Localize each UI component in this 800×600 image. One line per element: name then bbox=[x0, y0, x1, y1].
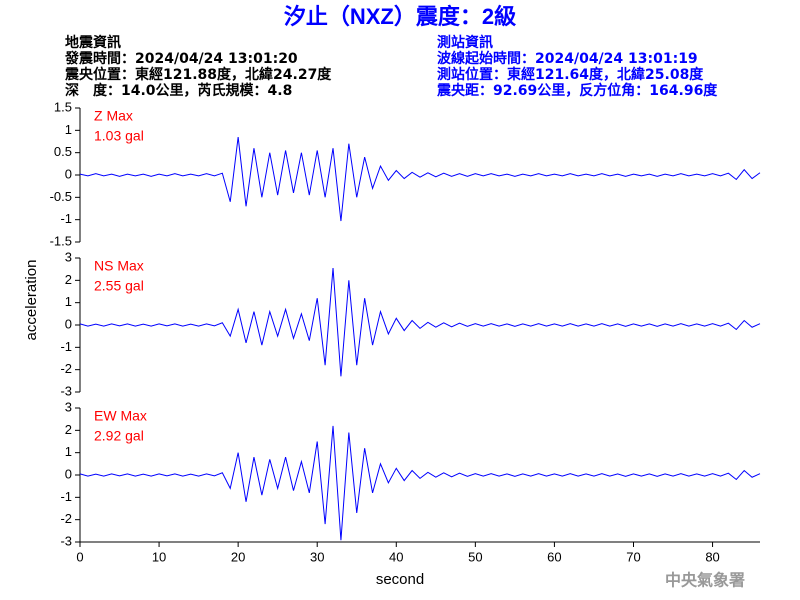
y-tick-label: -2 bbox=[60, 361, 72, 376]
max-annotation: NS Max bbox=[94, 258, 144, 274]
max-annotation: 2.55 gal bbox=[94, 278, 144, 294]
x-tick-label: 0 bbox=[76, 549, 83, 564]
footer: 中央氣象署 bbox=[665, 571, 745, 590]
x-tick-label: 20 bbox=[231, 549, 245, 564]
y-tick-label: 0.5 bbox=[54, 144, 72, 159]
y-tick-label: -2 bbox=[60, 511, 72, 526]
x-tick-label: 40 bbox=[389, 549, 403, 564]
x-tick-label: 50 bbox=[468, 549, 482, 564]
x-tick-label: 10 bbox=[152, 549, 166, 564]
y-tick-label: 1 bbox=[65, 444, 72, 459]
max-annotation: EW Max bbox=[94, 408, 147, 424]
y-tick-label: 0 bbox=[65, 166, 72, 181]
waveform bbox=[79, 136, 761, 222]
y-tick-label: -3 bbox=[60, 533, 72, 548]
info-line: 測站位置：東經121.64度，北緯25.08度 bbox=[437, 66, 704, 83]
x-tick-label: 80 bbox=[705, 549, 719, 564]
x-tick-label: 70 bbox=[626, 549, 640, 564]
y-tick-label: 3 bbox=[65, 399, 72, 414]
info-line: 波線起始時間：2024/04/24 13:01:19 bbox=[437, 50, 698, 67]
y-tick-label: -1 bbox=[60, 211, 72, 226]
x-tick-label: 60 bbox=[547, 549, 561, 564]
max-annotation: 1.03 gal bbox=[94, 128, 144, 144]
y-axis-label: acceleration bbox=[23, 260, 40, 341]
y-tick-label: 2 bbox=[65, 272, 72, 287]
info-line: 地震資訊 bbox=[65, 34, 121, 51]
y-tick-label: 0 bbox=[65, 316, 72, 331]
max-annotation: 2.92 gal bbox=[94, 428, 144, 444]
info-line: 測站資訊 bbox=[437, 34, 493, 51]
info-line: 發震時間：2024/04/24 13:01:20 bbox=[64, 50, 298, 67]
y-tick-label: 1.5 bbox=[54, 99, 72, 114]
y-tick-label: -0.5 bbox=[50, 189, 72, 204]
info-line: 深 度：14.0公里，芮氏規模：4.8 bbox=[65, 82, 292, 99]
y-tick-label: -1.5 bbox=[50, 233, 72, 248]
info-line: 震央位置：東經121.88度，北緯24.27度 bbox=[64, 66, 332, 83]
y-tick-label: -1 bbox=[60, 489, 72, 504]
title: 汐止（NXZ）震度：2級 bbox=[284, 4, 516, 29]
y-tick-label: 3 bbox=[65, 249, 72, 264]
info-line: 震央距：92.69公里，反方位角：164.96度 bbox=[436, 82, 718, 99]
y-tick-label: 1 bbox=[65, 294, 72, 309]
waveform bbox=[79, 268, 761, 377]
y-tick-label: 2 bbox=[65, 422, 72, 437]
y-tick-label: 0 bbox=[65, 466, 72, 481]
y-tick-label: 1 bbox=[65, 122, 72, 137]
waveform bbox=[79, 425, 761, 541]
y-tick-label: -1 bbox=[60, 339, 72, 354]
y-tick-label: -3 bbox=[60, 383, 72, 398]
max-annotation: Z Max bbox=[94, 108, 133, 124]
x-axis-label: second bbox=[376, 571, 424, 588]
x-tick-label: 30 bbox=[310, 549, 324, 564]
